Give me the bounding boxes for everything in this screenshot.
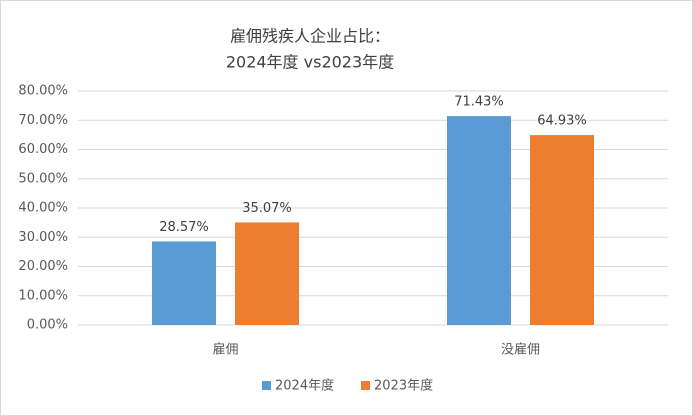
bar [152, 241, 216, 325]
y-tick-label: 50.00% [18, 171, 68, 186]
bar [235, 222, 299, 325]
y-tick-label: 80.00% [18, 84, 68, 99]
bar [530, 135, 594, 325]
chart-subtitle: 2024年度 vs2023年度 [226, 53, 394, 72]
bar [447, 116, 511, 325]
legend-label: 2023年度 [374, 378, 433, 394]
data-label: 35.07% [242, 201, 292, 216]
data-label: 64.93% [537, 114, 587, 129]
y-tick-label: 70.00% [18, 113, 68, 128]
x-tick-label: 没雇佣 [501, 342, 540, 358]
legend-swatch [262, 381, 271, 390]
legend-swatch [361, 381, 370, 390]
legend-label: 2024年度 [275, 378, 334, 394]
chart-title: 雇佣残疾人企业占比： [230, 27, 390, 46]
y-tick-label: 20.00% [18, 259, 68, 274]
y-tick-label: 40.00% [18, 201, 68, 216]
data-label: 71.43% [454, 95, 504, 110]
x-tick-label: 雇佣 [212, 342, 238, 358]
y-tick-label: 60.00% [18, 142, 68, 157]
y-tick-label: 0.00% [27, 318, 68, 333]
y-tick-label: 30.00% [18, 230, 68, 245]
data-label: 28.57% [159, 220, 209, 235]
y-tick-label: 10.00% [18, 288, 68, 303]
